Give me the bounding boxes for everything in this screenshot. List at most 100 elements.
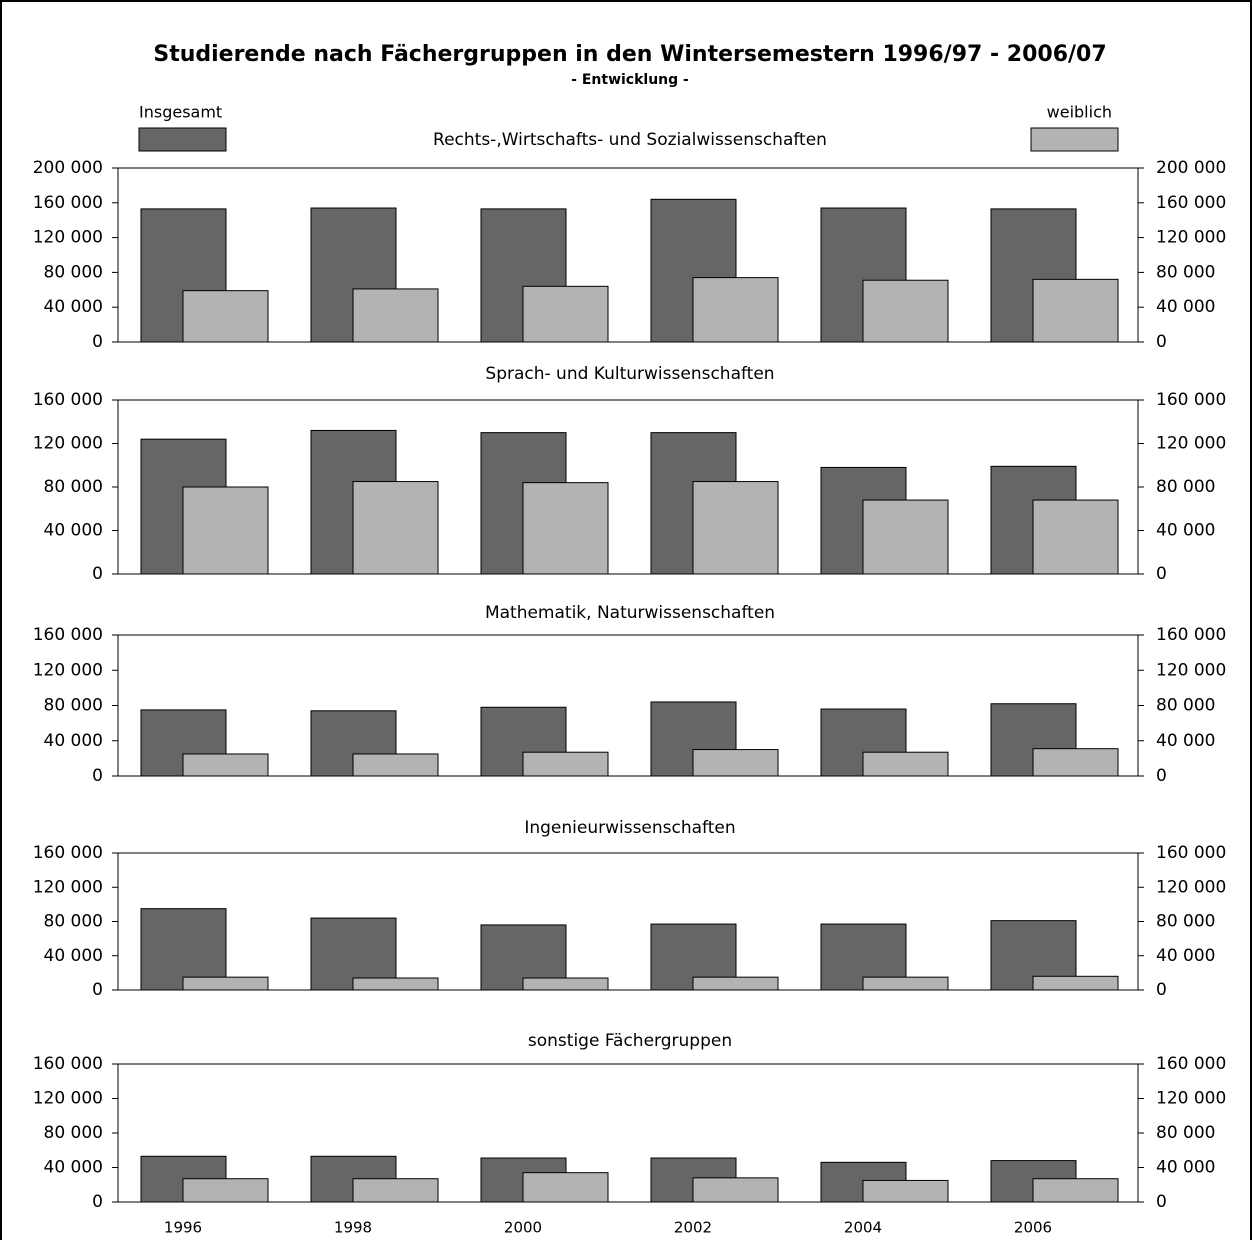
bar	[862, 976, 949, 991]
bar	[182, 976, 269, 991]
y2-tick-label: 160 000	[1156, 625, 1226, 645]
y2-tick-label: 120 000	[1156, 660, 1226, 680]
y2-tick-label: 0	[1156, 332, 1167, 352]
x-tick-label: 2004	[844, 1219, 882, 1237]
bar	[1032, 748, 1119, 777]
y2-tick-label: 120 000	[1156, 877, 1226, 897]
chart-subtitle: - Entwicklung -	[571, 72, 689, 88]
y2-tick-label: 80 000	[1156, 912, 1215, 932]
bar	[140, 908, 227, 991]
bar	[352, 288, 439, 343]
x-tick-label: 1996	[164, 1219, 202, 1237]
bar	[1032, 975, 1119, 991]
y-tick-label: 120 000	[33, 228, 103, 248]
legend-label: Insgesamt	[139, 103, 222, 122]
bar	[522, 285, 609, 343]
y2-tick-label: 80 000	[1156, 696, 1215, 716]
bar	[692, 749, 779, 777]
y-tick-label: 40 000	[44, 731, 103, 751]
y-tick-label: 160 000	[33, 390, 103, 410]
bar	[692, 1177, 779, 1203]
y-tick-label: 120 000	[33, 660, 103, 680]
x-tick-label: 1998	[334, 1219, 372, 1237]
y-tick-label: 80 000	[44, 696, 103, 716]
y2-tick-label: 120 000	[1156, 228, 1226, 248]
y-tick-label: 120 000	[33, 1089, 103, 1109]
bar	[352, 753, 439, 777]
bar	[862, 751, 949, 777]
bar	[522, 977, 609, 991]
y2-tick-label: 0	[1156, 980, 1167, 1000]
y2-tick-label: 40 000	[1156, 731, 1215, 751]
bar	[182, 290, 269, 343]
y2-tick-label: 160 000	[1156, 390, 1226, 410]
bar	[862, 279, 949, 343]
panel-title: Rechts-,Wirtschafts- und Sozialwissensch…	[433, 130, 827, 150]
y-tick-label: 160 000	[33, 843, 103, 863]
y2-tick-label: 40 000	[1156, 521, 1215, 541]
bar	[1032, 499, 1119, 575]
y-tick-label: 40 000	[44, 946, 103, 966]
x-tick-label: 2002	[674, 1219, 712, 1237]
y2-tick-label: 160 000	[1156, 193, 1226, 213]
y2-tick-label: 160 000	[1156, 843, 1226, 863]
y2-tick-label: 40 000	[1156, 1158, 1215, 1178]
y-tick-label: 0	[92, 766, 103, 786]
bar	[522, 482, 609, 575]
y2-tick-label: 200 000	[1156, 158, 1226, 178]
bar	[862, 1179, 949, 1203]
y-tick-label: 120 000	[33, 877, 103, 897]
y2-tick-label: 0	[1156, 766, 1167, 786]
y2-tick-label: 80 000	[1156, 262, 1215, 282]
y-tick-label: 120 000	[33, 434, 103, 454]
y-tick-label: 40 000	[44, 521, 103, 541]
y-tick-label: 0	[92, 980, 103, 1000]
y-tick-label: 200 000	[33, 158, 103, 178]
bar	[862, 499, 949, 575]
bar	[352, 481, 439, 575]
bar	[1032, 278, 1119, 343]
chart-title: Studierende nach Fächergruppen in den Wi…	[153, 42, 1106, 67]
y-tick-label: 80 000	[44, 1123, 103, 1143]
bar	[352, 977, 439, 991]
legend-label: weiblich	[1047, 103, 1112, 122]
y-tick-label: 160 000	[33, 1054, 103, 1074]
bar	[692, 277, 779, 343]
legend-swatch	[138, 127, 227, 152]
bar	[182, 486, 269, 575]
bar	[182, 1178, 269, 1203]
y-tick-label: 40 000	[44, 1158, 103, 1178]
bar	[182, 753, 269, 777]
y2-tick-label: 40 000	[1156, 946, 1215, 966]
y-tick-label: 0	[92, 564, 103, 584]
y2-tick-label: 0	[1156, 564, 1167, 584]
legend-swatch	[1030, 127, 1119, 152]
y2-tick-label: 160 000	[1156, 1054, 1226, 1074]
y-tick-label: 0	[92, 1192, 103, 1212]
y2-tick-label: 80 000	[1156, 1123, 1215, 1143]
x-tick-label: 2000	[504, 1219, 542, 1237]
bar	[692, 976, 779, 991]
y2-tick-label: 120 000	[1156, 434, 1226, 454]
y2-tick-label: 40 000	[1156, 297, 1215, 317]
y2-tick-label: 80 000	[1156, 477, 1215, 497]
y-tick-label: 80 000	[44, 262, 103, 282]
bar	[352, 1178, 439, 1203]
y-tick-label: 160 000	[33, 193, 103, 213]
bar	[522, 1172, 609, 1203]
y-tick-label: 40 000	[44, 297, 103, 317]
bar	[1032, 1178, 1119, 1203]
y-tick-label: 80 000	[44, 477, 103, 497]
y-tick-label: 80 000	[44, 912, 103, 932]
bar	[692, 481, 779, 575]
y2-tick-label: 120 000	[1156, 1089, 1226, 1109]
y-tick-label: 160 000	[33, 625, 103, 645]
panel-title: Mathematik, Naturwissenschaften	[485, 603, 775, 623]
panel-title: sonstige Fächergruppen	[528, 1031, 732, 1051]
panel-title: Ingenieurwissenschaften	[524, 818, 735, 838]
y2-tick-label: 0	[1156, 1192, 1167, 1212]
y-tick-label: 0	[92, 332, 103, 352]
x-tick-label: 2006	[1014, 1219, 1052, 1237]
